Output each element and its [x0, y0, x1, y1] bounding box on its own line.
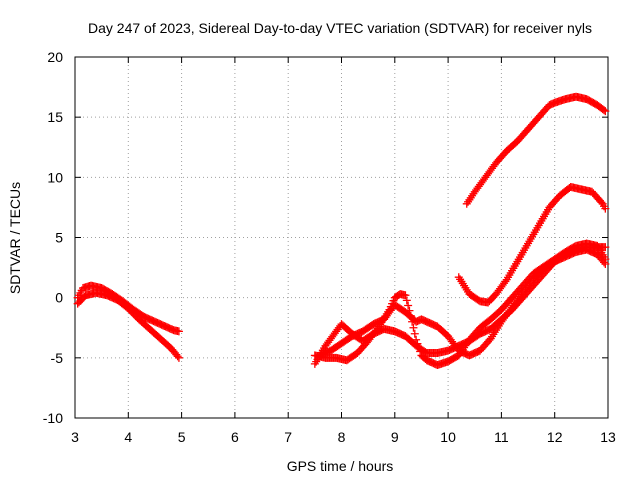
axis-ticks: 3 4 5 6 7 8 9 10 11 12 13 -10 -5 0 5 10 15 20	[43, 49, 616, 445]
data-point	[600, 258, 609, 267]
x-axis-label: GPS time / hours	[287, 458, 394, 474]
x-tick-label: 7	[284, 429, 292, 445]
data-point	[466, 193, 475, 202]
y-tick-label: 15	[47, 109, 63, 125]
data-point	[464, 197, 473, 206]
x-tick-label: 10	[440, 429, 456, 445]
y-tick-label: 10	[47, 169, 63, 185]
series-arc-upper	[462, 92, 610, 208]
data-point	[173, 352, 182, 361]
data-point	[601, 243, 610, 252]
x-tick-label: 8	[338, 429, 346, 445]
x-tick-label: 6	[231, 429, 239, 445]
data-point	[412, 335, 421, 344]
data-points	[73, 92, 610, 370]
data-point	[601, 259, 610, 268]
data-point	[174, 353, 183, 362]
x-tick-label: 3	[71, 429, 79, 445]
data-point	[174, 327, 183, 336]
series-arc-middle	[454, 182, 610, 307]
x-tick-label: 5	[178, 429, 186, 445]
y-axis-label: SDTVAR / TECUs	[7, 182, 23, 294]
data-point	[468, 191, 477, 200]
x-tick-label: 9	[391, 429, 399, 445]
data-point	[601, 107, 610, 116]
data-point	[401, 291, 410, 300]
data-point	[413, 339, 422, 348]
data-point	[465, 195, 474, 204]
x-tick-label: 12	[547, 429, 563, 445]
series-arc-early-lower	[73, 288, 183, 362]
y-tick-label: -5	[51, 350, 64, 366]
data-point	[404, 301, 413, 310]
chart-title: Day 247 of 2023, Sidereal Day-to-day VTE…	[88, 20, 592, 36]
x-tick-label: 11	[494, 429, 509, 445]
data-point	[600, 106, 609, 115]
data-point	[462, 199, 471, 208]
series-arc-lower-c	[316, 245, 610, 360]
y-tick-label: 5	[55, 230, 63, 246]
x-tick-label: 13	[600, 429, 616, 445]
y-tick-label: -10	[43, 410, 63, 426]
data-point	[402, 296, 411, 305]
data-point	[601, 204, 610, 213]
data-point	[409, 323, 418, 332]
data-point	[414, 343, 423, 352]
x-tick-label: 4	[124, 429, 132, 445]
data-point	[416, 347, 425, 356]
data-point	[410, 329, 419, 338]
y-tick-label: 0	[55, 290, 63, 306]
data-point	[501, 277, 510, 286]
y-tick-label: 20	[47, 49, 63, 65]
